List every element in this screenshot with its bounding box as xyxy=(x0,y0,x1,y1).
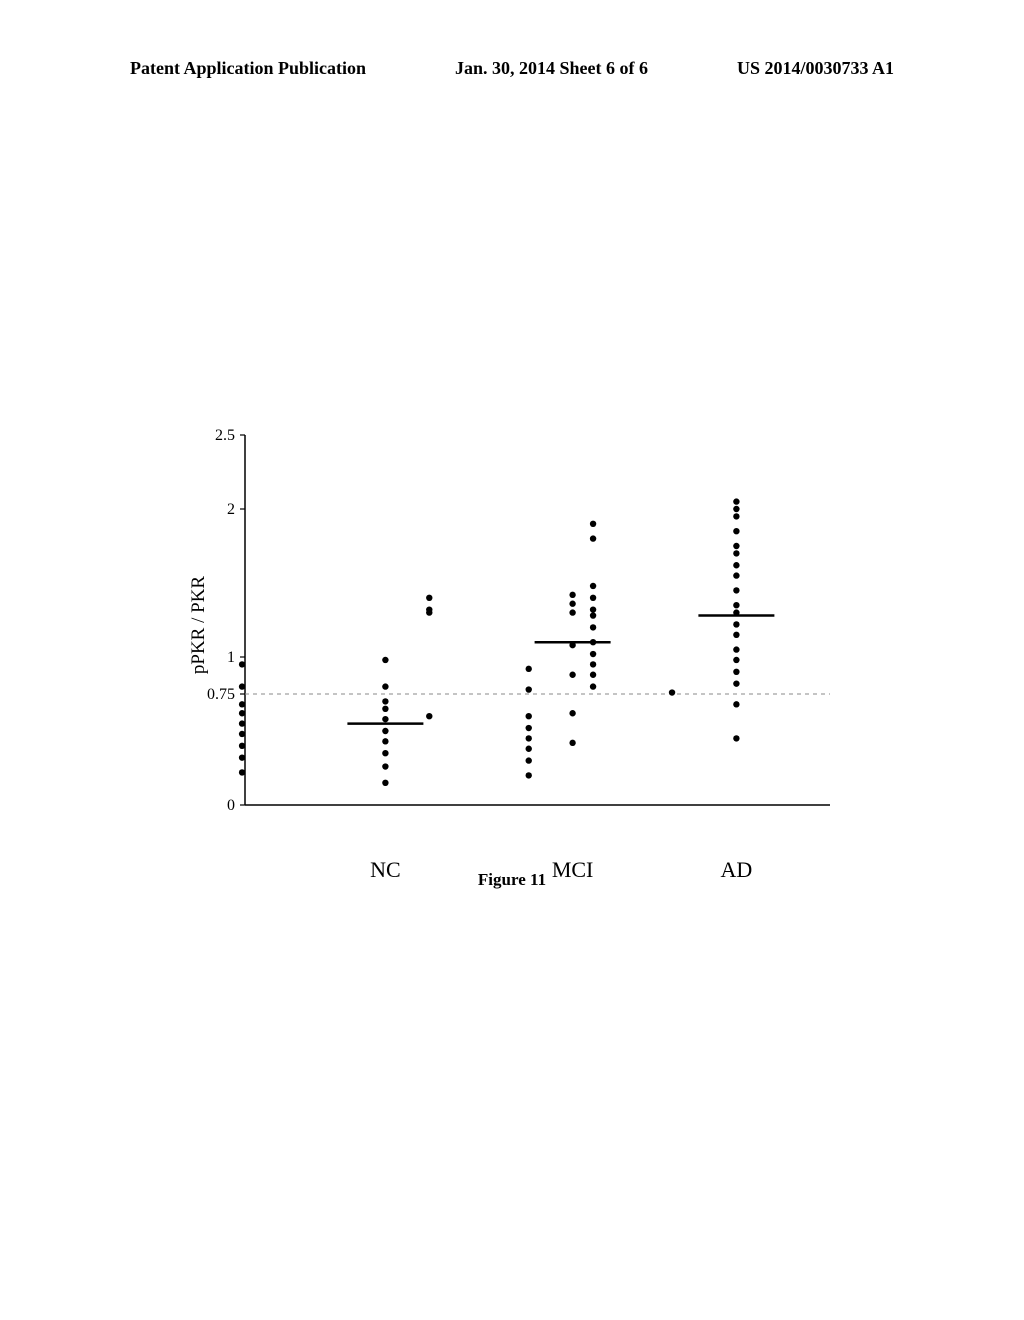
svg-text:0.75: 0.75 xyxy=(207,686,235,703)
y-axis-label: pPKR / PKR xyxy=(188,576,210,674)
header-center: Jan. 30, 2014 Sheet 6 of 6 xyxy=(455,58,648,79)
svg-text:0: 0 xyxy=(227,797,235,814)
header-left: Patent Application Publication xyxy=(130,58,366,79)
figure-caption: Figure 11 xyxy=(0,870,1024,890)
chart-svg: 0 0.75 1 2 2.5 xyxy=(190,425,840,825)
svg-text:1: 1 xyxy=(227,649,235,666)
scatter-chart: pPKR / PKR 00.75122.5 NCMCIAD xyxy=(190,425,840,825)
svg-text:2: 2 xyxy=(227,501,235,518)
svg-text:2.5: 2.5 xyxy=(215,427,235,444)
page-header: Patent Application Publication Jan. 30, … xyxy=(0,58,1024,79)
header-right: US 2014/0030733 A1 xyxy=(737,58,894,79)
